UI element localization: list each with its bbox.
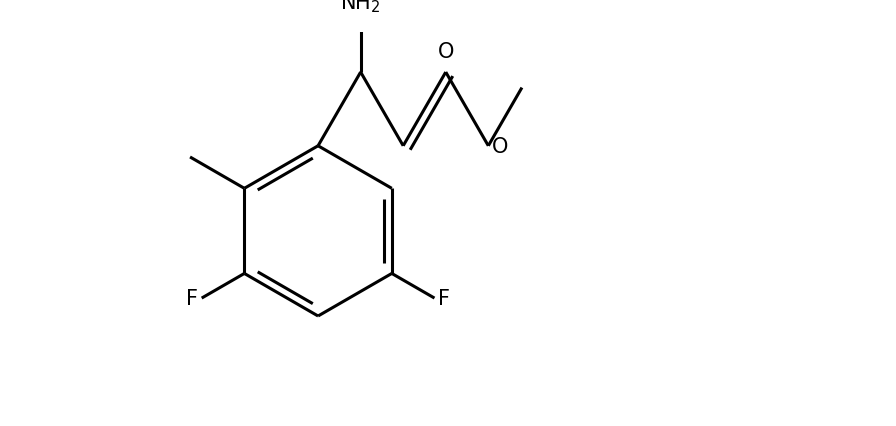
Text: F: F [438, 288, 450, 308]
Text: O: O [492, 136, 508, 156]
Text: O: O [437, 42, 454, 62]
Text: NH$_2$: NH$_2$ [340, 0, 381, 15]
Text: F: F [186, 288, 198, 308]
